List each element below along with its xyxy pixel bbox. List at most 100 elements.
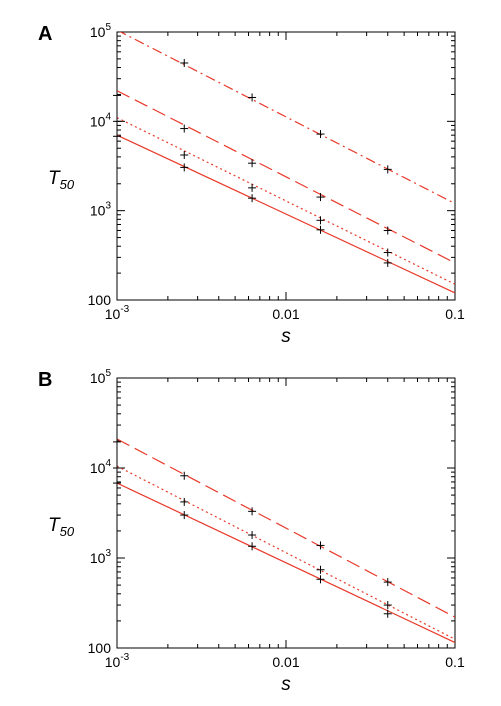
y-tick-label: 104 (90, 111, 112, 129)
x-axis-label: s (281, 326, 291, 347)
data-point (113, 479, 121, 488)
data-point (113, 91, 121, 100)
data-point (248, 159, 257, 168)
data-point (248, 93, 257, 102)
x-tick-exponent: -3 (120, 652, 129, 663)
data-point (248, 194, 257, 203)
y-tick-label: 105 (90, 368, 112, 386)
y-tick-base: 10 (90, 24, 106, 40)
data-point (383, 609, 392, 618)
minor-ticks (117, 378, 455, 648)
series-dashdot (119, 32, 455, 205)
x-tick-label: 0.1 (445, 306, 465, 322)
y-axis-label: T50 (48, 515, 75, 539)
series-line-solid (117, 482, 455, 644)
series-line-solid (117, 134, 455, 294)
data-point (248, 183, 257, 192)
x-tick-base: 0.1 (445, 306, 465, 322)
series-solid (113, 479, 455, 644)
data-point (248, 531, 257, 540)
data-point (180, 150, 189, 159)
data-point (316, 193, 325, 202)
y-axis-label-subscript: 50 (60, 177, 75, 192)
y-tick-base: 100 (88, 640, 112, 656)
y-axis-label-main: T (48, 515, 61, 536)
data-point (248, 542, 257, 551)
y-tick-base: 10 (90, 460, 106, 476)
y-tick-base: 10 (90, 113, 106, 129)
data-point (113, 117, 121, 126)
y-tick-label: 100 (88, 292, 112, 308)
x-tick-base: 0.1 (445, 654, 465, 670)
minor-ticks (117, 32, 455, 300)
data-point (180, 124, 189, 133)
y-tick-exponent: 4 (105, 111, 111, 122)
series-line-dotted (117, 117, 455, 285)
data-point (383, 578, 392, 587)
x-tick-label: 0.01 (272, 654, 299, 670)
data-point (316, 541, 325, 550)
series-dashed (113, 437, 455, 618)
data-point (383, 165, 392, 174)
x-axis-label: s (281, 674, 291, 695)
data-point (180, 58, 189, 67)
panel-label: B (38, 369, 52, 391)
y-tick-exponent: 5 (105, 368, 111, 379)
data-point (316, 130, 325, 139)
y-axis-label-main: T (48, 168, 61, 189)
y-tick-label: 103 (90, 548, 112, 566)
x-tick-label: 0.1 (445, 654, 465, 670)
y-axis-label: T50 (48, 168, 75, 192)
data-point (113, 464, 121, 472)
x-tick-base: 10 (105, 306, 121, 322)
y-tick-label: 105 (90, 22, 112, 40)
data-point (113, 132, 121, 141)
data-point (180, 471, 189, 480)
data-point (180, 511, 189, 520)
x-tick-base: 0.01 (272, 654, 299, 670)
data-point (316, 575, 325, 584)
series-line-dotted (117, 465, 455, 640)
y-tick-label: 103 (90, 201, 112, 219)
data-point (383, 601, 392, 610)
data-point (316, 565, 325, 574)
y-tick-base: 10 (90, 370, 106, 386)
y-tick-label: 100 (88, 640, 112, 656)
y-tick-exponent: 3 (105, 201, 111, 212)
plot-frame (116, 377, 456, 649)
series-line-dashed (117, 438, 455, 618)
data-point (248, 507, 257, 516)
x-tick-exponent: -3 (120, 304, 129, 315)
y-tick-base: 10 (90, 550, 106, 566)
data-point (383, 226, 392, 235)
data-point (180, 163, 189, 172)
data-point (316, 225, 325, 234)
series-dotted (113, 464, 455, 640)
data-point (180, 497, 189, 506)
y-tick-label: 104 (90, 458, 112, 476)
y-axis-label-subscript: 50 (60, 524, 75, 539)
data-point (383, 258, 392, 267)
x-tick-base: 10 (105, 654, 121, 670)
x-tick-label: 10-3 (105, 652, 130, 670)
x-tick-label: 10-3 (105, 304, 130, 322)
y-tick-base: 10 (90, 203, 106, 219)
x-tick-label: 0.01 (272, 306, 299, 322)
y-tick-base: 100 (88, 292, 112, 308)
y-tick-exponent: 4 (105, 458, 111, 469)
data-point (316, 216, 325, 225)
series-dotted (113, 117, 455, 285)
x-tick-base: 0.01 (272, 306, 299, 322)
series-line-dashed (117, 90, 455, 264)
y-tick-exponent: 3 (105, 548, 111, 559)
series-dashed (113, 90, 455, 264)
data-point (113, 437, 121, 446)
panel-label: A (38, 23, 52, 45)
y-tick-exponent: 5 (105, 22, 111, 33)
data-point (383, 248, 392, 257)
series-solid (113, 132, 455, 294)
series-line-dashdot (119, 32, 455, 205)
